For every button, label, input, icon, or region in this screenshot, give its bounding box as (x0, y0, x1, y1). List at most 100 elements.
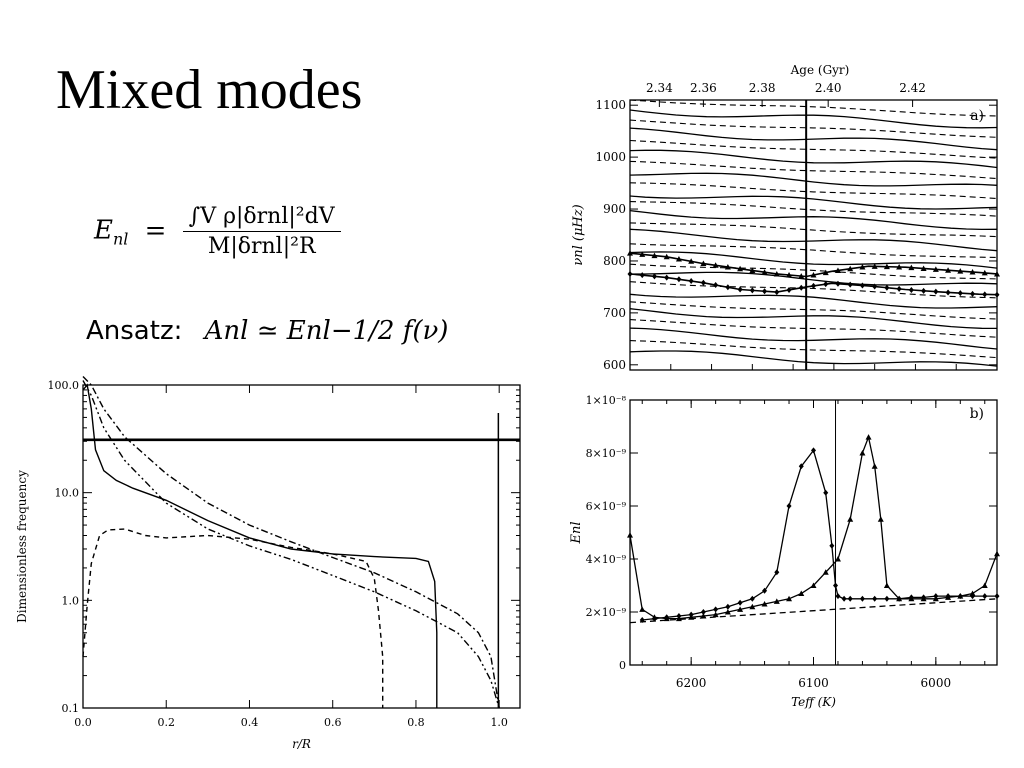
solid-mode-line (630, 293, 997, 309)
energy-diamond-marker (872, 595, 878, 602)
triangle-marker (969, 268, 976, 275)
energy-frame (629, 399, 998, 666)
equation-lhs-subscript: nl (112, 229, 129, 249)
energy-triangle-marker (737, 606, 744, 612)
energy-diamond-marker (811, 447, 816, 454)
energy-y-tick-label: 1×10⁻⁸ (586, 394, 627, 407)
triangle-marker (859, 264, 866, 270)
energy-triangle-marker (822, 569, 829, 575)
energy-y-tick-label: 4×10⁻⁹ (586, 553, 627, 566)
energy-y-tick-label: 8×10⁻⁹ (586, 447, 627, 460)
energy-diamond-marker (835, 593, 841, 600)
diamond-marker (908, 286, 914, 293)
energy-triangle-marker (712, 611, 719, 618)
energy-triangle-marker (761, 601, 768, 607)
energy-triangle-marker (994, 550, 1000, 557)
x-tick-label: 0.4 (241, 716, 259, 729)
solid-mode-line (630, 308, 997, 330)
dashed-mode-line (630, 222, 997, 238)
energy-y-axis-label: Enl (569, 521, 584, 544)
energy-triangle-marker (651, 614, 658, 620)
energy-triangle-marker (877, 516, 884, 522)
solid-mode-line (630, 195, 997, 210)
energy-triangle-marker (786, 595, 793, 602)
diamond-marker (847, 281, 853, 288)
energy-triangle-marker (749, 603, 756, 610)
diamond-marker (896, 285, 902, 292)
triangle-marker (847, 265, 854, 272)
solid-mode-line (630, 127, 997, 151)
triangle-marker (737, 265, 744, 272)
energy-series-1 (629, 434, 998, 620)
dashed-mode-line (630, 263, 997, 280)
energy-diamond-marker (884, 595, 890, 602)
diamond-marker (639, 272, 645, 279)
dashed-mode-line (630, 243, 997, 259)
diamond-marker (982, 291, 988, 298)
dashed-mode-line (630, 319, 997, 338)
y-tick-label: 100.0 (48, 379, 80, 392)
energy-triangle-marker (981, 582, 988, 588)
diamond-marker (713, 282, 719, 289)
x-tick-label: 0.2 (157, 716, 175, 729)
triangle-marker (810, 272, 817, 278)
diamond-marker (725, 284, 731, 291)
energy-diamond-marker (737, 599, 743, 606)
triangle-marker (932, 266, 939, 272)
dashed-mode-line (630, 119, 997, 138)
triangle-marker (822, 269, 829, 276)
triangle-marker (700, 260, 707, 267)
diamond-marker (676, 276, 682, 283)
solid-mode-line (630, 251, 997, 269)
solid-mode-line (630, 228, 997, 252)
freq-y-tick-label: 1100 (595, 98, 626, 112)
dashed-mode-line (630, 160, 997, 180)
y-tick-label: 0.1 (62, 702, 80, 715)
diamond-marker (798, 284, 804, 291)
dashed-mode-line (630, 182, 997, 200)
diamond-marker (872, 283, 878, 290)
energy-triangle-marker (945, 594, 952, 600)
x-tick-label: 1.0 (490, 716, 508, 729)
triangle-marker (994, 270, 1000, 277)
energy-triangle-marker (859, 450, 866, 456)
equation-denominator: M|δrnl|²R (207, 234, 316, 259)
x-tick-label: 0.0 (74, 716, 92, 729)
triangle-marker (639, 251, 646, 257)
energy-y-tick-label: 6×10⁻⁹ (586, 500, 627, 513)
y-axis-label: Dimensionless frequency (15, 470, 29, 623)
freq-y-axis-label: νnl (μHz) (571, 204, 586, 265)
energy-triangle-marker (871, 463, 878, 469)
propagation-series-0 (82, 383, 438, 708)
teff-tick-label: 6200 (676, 676, 707, 690)
diamond-marker (786, 286, 792, 293)
dashed-mode-line (630, 301, 997, 320)
energy-series-0 (642, 448, 997, 621)
triangle-marker (627, 250, 633, 256)
energy-diamond-marker (749, 595, 755, 602)
teff-tick-label: 6000 (921, 676, 952, 690)
x-axis-label: r/R (292, 737, 311, 751)
triangle-marker (724, 264, 731, 270)
diamond-marker (651, 273, 657, 280)
ansatz-formula: Anl ≃ Enl−1/2 f(ν) (204, 316, 449, 346)
diamond-marker (994, 291, 1000, 298)
triangle-marker (883, 263, 890, 270)
dashed-mode-line (630, 201, 997, 217)
diamond-marker (933, 288, 939, 295)
diamond-marker (835, 280, 841, 287)
y-tick-label: 1.0 (62, 594, 80, 607)
age-tick-label: 2.42 (899, 81, 926, 95)
energy-diamond-marker (982, 593, 988, 600)
diamond-marker (688, 278, 694, 285)
energy-triangle-marker (834, 556, 841, 562)
propagation-series-2 (82, 376, 500, 709)
freq-y-tick-label: 900 (603, 202, 626, 216)
solid-mode-line (630, 149, 997, 169)
diamond-marker (627, 270, 633, 277)
energy-diamond-marker (700, 609, 706, 615)
diamond-marker (774, 289, 780, 296)
energy-diamond-marker (798, 463, 804, 470)
energy-triangle-marker (969, 590, 976, 596)
energy-diamond-marker (847, 595, 853, 602)
